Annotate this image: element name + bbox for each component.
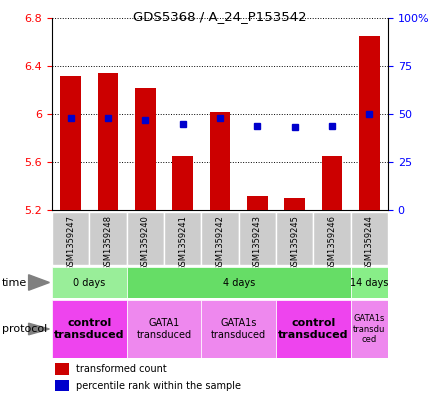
- Bar: [127, 212, 164, 265]
- Bar: [276, 212, 313, 265]
- Text: GATA1s
transduced: GATA1s transduced: [211, 318, 266, 340]
- Bar: [172, 156, 193, 210]
- Text: GSM1359241: GSM1359241: [178, 215, 187, 270]
- Bar: [98, 73, 118, 210]
- Bar: [247, 196, 268, 210]
- Polygon shape: [29, 323, 49, 335]
- Text: GSM1359244: GSM1359244: [365, 215, 374, 270]
- Bar: [351, 267, 388, 298]
- Text: control
transduced: control transduced: [278, 318, 348, 340]
- Text: GSM1359246: GSM1359246: [327, 215, 337, 271]
- Text: GSM1359247: GSM1359247: [66, 215, 75, 271]
- Bar: [52, 267, 127, 298]
- Bar: [284, 198, 305, 210]
- Text: transformed count: transformed count: [76, 364, 166, 374]
- Bar: [55, 363, 69, 375]
- Polygon shape: [29, 275, 49, 290]
- Bar: [55, 380, 69, 391]
- Text: GSM1359248: GSM1359248: [103, 215, 113, 271]
- Text: 14 days: 14 days: [350, 277, 389, 288]
- Text: GSM1359240: GSM1359240: [141, 215, 150, 270]
- Text: control
transduced: control transduced: [54, 318, 125, 340]
- Bar: [238, 212, 276, 265]
- Bar: [202, 212, 238, 265]
- Bar: [313, 212, 351, 265]
- Text: GSM1359242: GSM1359242: [216, 215, 224, 270]
- Bar: [359, 36, 380, 210]
- Text: time: time: [2, 277, 27, 288]
- Text: GATA1s
transdu
ced: GATA1s transdu ced: [353, 314, 385, 344]
- Text: protocol: protocol: [2, 324, 48, 334]
- Bar: [127, 300, 202, 358]
- Bar: [89, 212, 127, 265]
- Text: GATA1
transduced: GATA1 transduced: [136, 318, 191, 340]
- Text: percentile rank within the sample: percentile rank within the sample: [76, 380, 241, 391]
- Bar: [52, 212, 89, 265]
- Bar: [60, 75, 81, 210]
- Bar: [210, 112, 230, 210]
- Text: GSM1359243: GSM1359243: [253, 215, 262, 271]
- Bar: [322, 156, 342, 210]
- Bar: [127, 267, 351, 298]
- Bar: [351, 300, 388, 358]
- Text: 4 days: 4 days: [223, 277, 255, 288]
- Text: GDS5368 / A_24_P153542: GDS5368 / A_24_P153542: [133, 10, 307, 23]
- Bar: [164, 212, 202, 265]
- Bar: [276, 300, 351, 358]
- Bar: [52, 300, 127, 358]
- Bar: [135, 88, 156, 210]
- Text: GSM1359245: GSM1359245: [290, 215, 299, 270]
- Bar: [351, 212, 388, 265]
- Text: 0 days: 0 days: [73, 277, 106, 288]
- Bar: [202, 300, 276, 358]
